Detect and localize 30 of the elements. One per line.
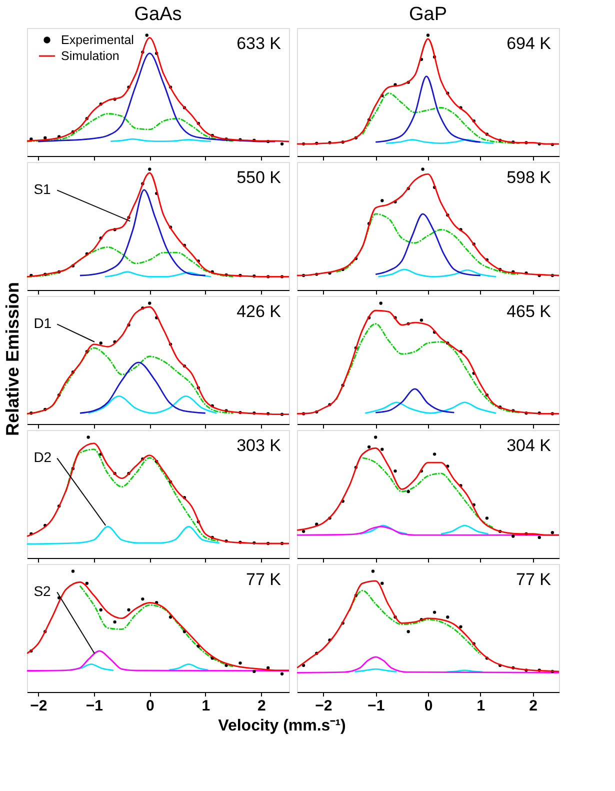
x-tick-label: −1	[368, 698, 385, 714]
x-tick-label: 0	[146, 698, 154, 714]
annotation: 77 K	[246, 570, 282, 589]
legend-label: Simulation	[61, 49, 120, 63]
annotation: 303 K	[236, 436, 282, 455]
annotation: 598 K	[506, 168, 552, 187]
annotation: 465 K	[506, 302, 552, 321]
x-tick-label: 2	[529, 698, 538, 714]
annotation: S1	[34, 181, 52, 198]
annotation: 633 K	[236, 34, 282, 53]
x-tick-label: −2	[30, 698, 48, 714]
x-tick-label: −1	[86, 698, 103, 714]
chart-title: GaP	[408, 4, 448, 25]
y-axis-title: Relative Emission	[2, 282, 22, 436]
chart-title: GaAs	[134, 4, 182, 25]
annotation: 304 K	[506, 436, 552, 455]
annotation: 694 K	[506, 34, 552, 53]
annotation: D1	[34, 315, 52, 332]
legend-label: Experimental	[61, 33, 134, 47]
annotation: 426 K	[236, 302, 282, 321]
annotation: 77 K	[516, 570, 552, 589]
x-tick-label: 2	[257, 698, 266, 714]
annotation: S2	[34, 583, 52, 600]
x-tick-label: 1	[202, 698, 210, 714]
annotation: D2	[34, 449, 52, 466]
x-axis-title: Velocity (mm.s⁻¹)	[218, 718, 346, 734]
x-tick-label: 0	[424, 698, 433, 714]
x-tick-label: 1	[476, 698, 486, 714]
annotation: 550 K	[236, 168, 282, 187]
x-tick-label: −2	[315, 698, 332, 714]
